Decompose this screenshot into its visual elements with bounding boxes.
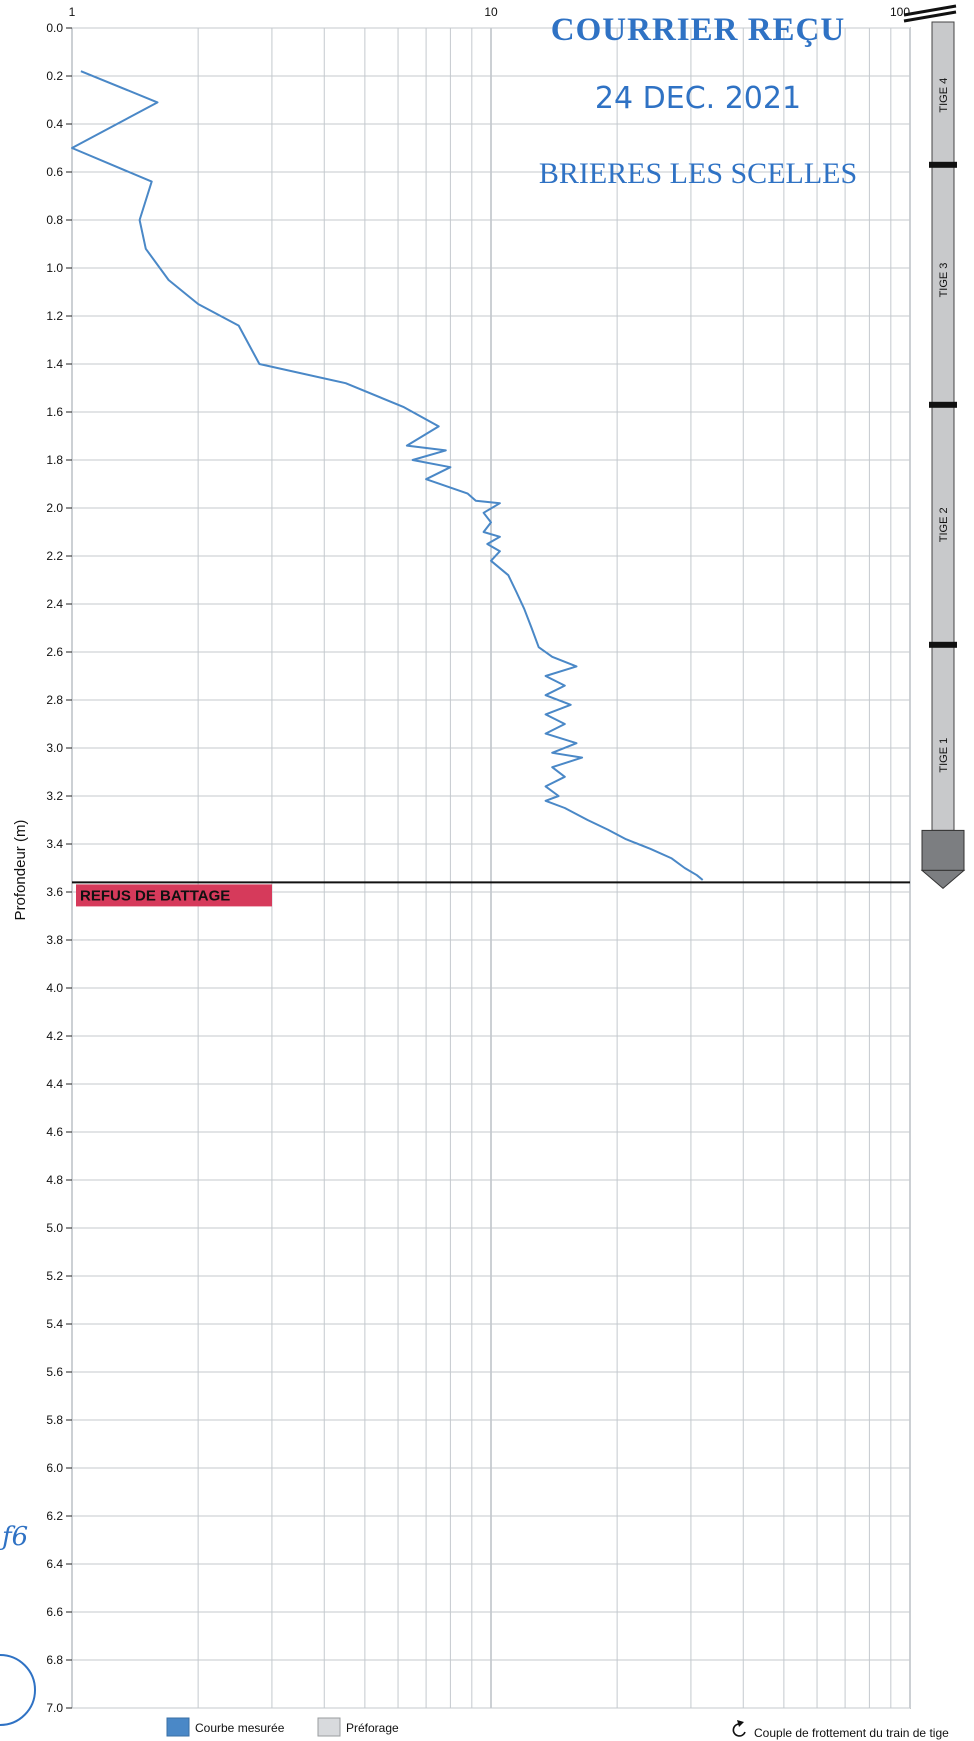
y-tick-label: 1.4 <box>46 357 63 371</box>
y-tick-label: 1.8 <box>46 453 63 467</box>
rod-cone <box>920 869 966 890</box>
y-tick-label: 0.8 <box>46 213 63 227</box>
y-axis-label: Profondeur (m) <box>12 820 29 921</box>
stamp-title: COURRIER REÇU <box>551 12 845 48</box>
stamp-place: BRIERES LES SCELLES <box>539 157 857 190</box>
y-tick-label: 2.4 <box>46 597 63 611</box>
measured-curve <box>71 70 704 881</box>
rod-joint <box>929 401 957 408</box>
y-tick-label: 4.6 <box>46 1125 63 1139</box>
legend-swatch-measured <box>166 1717 190 1737</box>
legend: Courbe mesurée Préforage Couple de frott… <box>166 1717 949 1740</box>
y-tick-label: 3.2 <box>46 789 63 803</box>
y-tick-label: 5.4 <box>46 1317 63 1331</box>
legend-swatch-preforage <box>317 1717 341 1737</box>
y-tick-labels: 0.0 0.2 0.4 0.6 0.8 1.0 1.2 1.4 1.6 1.8 2.0 2.2 2.4 2… <box>46 21 63 1715</box>
margin-note: ƒ6 <box>0 1522 28 1552</box>
y-tick-label: 3.4 <box>46 837 63 851</box>
legend-label-preforage: Préforage <box>346 1721 399 1735</box>
y-tick-label: 0.6 <box>46 165 63 179</box>
y-tick-label: 3.6 <box>46 885 63 899</box>
y-tick-label: 6.6 <box>46 1605 63 1619</box>
y-tick-label: 6.4 <box>46 1557 63 1571</box>
stamp-date: 24 DEC. 2021 <box>595 81 801 116</box>
rod-label: TIGE 4 <box>938 78 950 113</box>
seal-fragment <box>0 1654 36 1726</box>
legend-label-measured: Courbe mesurée <box>195 1721 285 1735</box>
rod-label: TIGE 3 <box>938 263 950 298</box>
y-tick-label: 1.0 <box>46 261 63 275</box>
x-tick-labels: 1 10 100 <box>69 5 911 19</box>
y-tick-label: 6.2 <box>46 1509 63 1523</box>
legend-label-couple: Couple de frottement du train de tige <box>754 1726 949 1740</box>
rod-label: TIGE 2 <box>938 507 950 542</box>
x-tick-label: 1 <box>69 5 76 19</box>
rod-top-break <box>903 4 957 23</box>
y-tick-label: 0.4 <box>46 117 63 131</box>
rod-joint <box>929 641 957 648</box>
y-tick-label: 1.6 <box>46 405 63 419</box>
vertical-gridlines <box>71 28 911 1708</box>
rotation-arrow-icon <box>732 1723 746 1737</box>
y-tick-label: 3.8 <box>46 933 63 947</box>
y-tick-label: 6.0 <box>46 1461 63 1475</box>
refus-label-box <box>76 884 272 907</box>
received-stamp: COURRIER REÇU 24 DEC. 2021 BRIERES LES S… <box>539 12 857 190</box>
y-tick-label: 2.0 <box>46 501 63 515</box>
y-tick-label: 5.6 <box>46 1365 63 1379</box>
rod-shaft <box>931 21 955 831</box>
y-tick-label: 2.8 <box>46 693 63 707</box>
y-tick-label: 1.2 <box>46 309 63 323</box>
rod-tip-body <box>921 829 965 871</box>
y-tick-label: 5.2 <box>46 1269 63 1283</box>
y-tick-label: 2.6 <box>46 645 63 659</box>
refus-label: REFUS DE BATTAGE <box>80 887 230 904</box>
rod-label: TIGE 1 <box>938 738 950 773</box>
y-tick-label: 2.2 <box>46 549 63 563</box>
y-tick-label: 6.8 <box>46 1653 63 1667</box>
y-tick-label: 7.0 <box>46 1701 63 1715</box>
y-tick-label: 4.2 <box>46 1029 63 1043</box>
rod-diagram: TIGE 4 TIGE 3 TIGE 2 TIGE 1 <box>903 4 966 890</box>
y-tick-label: 4.4 <box>46 1077 63 1091</box>
rotation-arrow-head <box>737 1720 744 1727</box>
y-tick-label: 4.8 <box>46 1173 63 1187</box>
y-tick-label: 0.0 <box>46 21 63 35</box>
y-tick-label: 0.2 <box>46 69 63 83</box>
rod-joint <box>929 161 957 168</box>
x-tick-label: 100 <box>890 5 910 19</box>
y-tick-label: 4.0 <box>46 981 63 995</box>
y-tick-label: 5.0 <box>46 1221 63 1235</box>
y-tick-label: 3.0 <box>46 741 63 755</box>
y-tick-label: 5.8 <box>46 1413 63 1427</box>
x-tick-label: 10 <box>484 5 498 19</box>
